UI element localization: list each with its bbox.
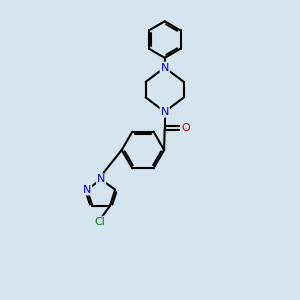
Text: O: O [181, 123, 190, 133]
Text: N: N [83, 184, 91, 195]
Text: N: N [160, 63, 169, 73]
Text: N: N [97, 174, 105, 184]
Text: N: N [160, 107, 169, 117]
Text: Cl: Cl [95, 217, 106, 227]
